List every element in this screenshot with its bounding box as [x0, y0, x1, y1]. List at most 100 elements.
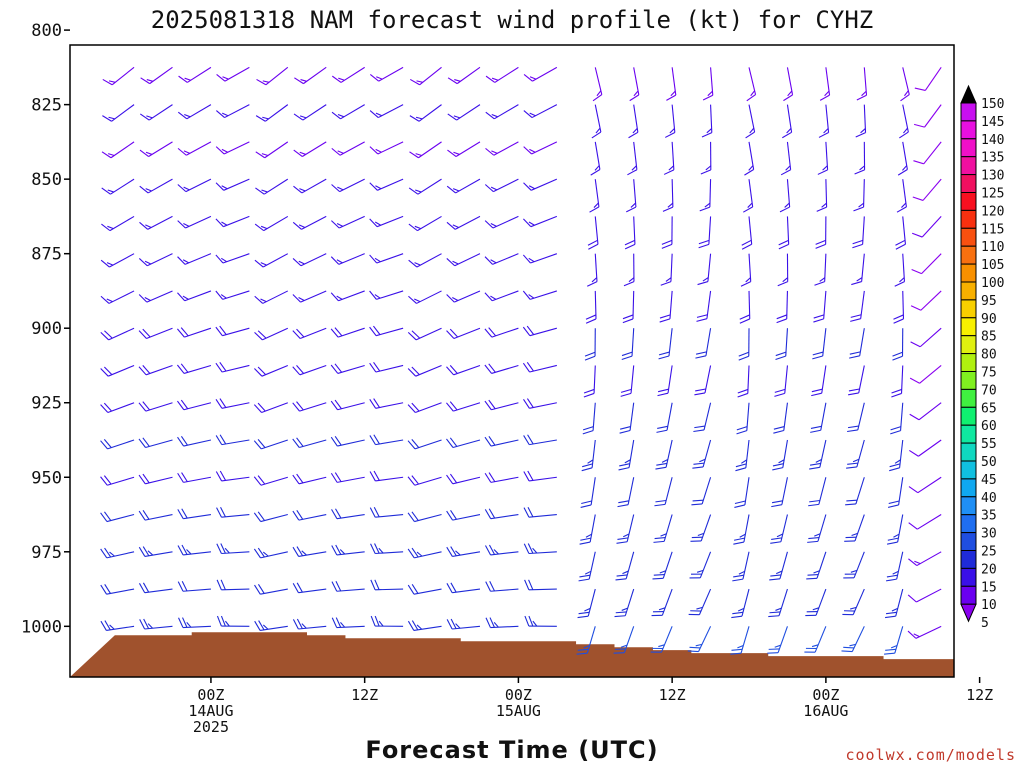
- wind-barb: [806, 551, 827, 580]
- wind-barb-feather: [177, 256, 186, 265]
- wind-barb-feather: [296, 618, 303, 629]
- wind-barb-feather: [778, 243, 789, 250]
- wind-barb-feather: [809, 499, 820, 503]
- wind-barb-staff: [817, 514, 827, 542]
- wind-barb: [139, 618, 173, 630]
- wind-barb: [697, 253, 712, 286]
- wind-barb-feather: [262, 551, 269, 557]
- wind-barb-feather: [292, 402, 300, 412]
- wind-barb-feather: [617, 504, 629, 508]
- wind-barb-feather: [374, 579, 380, 590]
- wind-barb-staff: [856, 439, 865, 468]
- wind-barb: [100, 402, 135, 414]
- wind-barb-feather: [139, 149, 149, 157]
- x-axis-label: Forecast Time (UTC): [365, 736, 658, 764]
- wind-barb-feather: [416, 624, 423, 630]
- wind-barb-feather: [411, 475, 419, 485]
- wind-barb-feather: [528, 294, 535, 299]
- wind-barb-staff: [747, 365, 750, 394]
- wind-barb-staff: [745, 439, 750, 468]
- wind-barb-feather: [580, 537, 592, 541]
- wind-barb-feather: [176, 364, 185, 374]
- wind-barb: [216, 507, 250, 518]
- wind-barb-feather: [913, 633, 920, 638]
- wind-barb-staff: [918, 439, 942, 457]
- wind-barb-feather: [775, 351, 787, 357]
- wind-barb-feather: [107, 153, 115, 157]
- wind-barb-feather: [527, 507, 534, 518]
- wind-barb-staff: [633, 141, 638, 170]
- wind-barb-feather: [907, 594, 917, 603]
- wind-barb: [884, 588, 904, 619]
- wind-barb: [892, 328, 904, 361]
- x-tick-label: 00Z: [505, 686, 532, 704]
- wind-barb: [623, 253, 635, 287]
- wind-barb-feather: [620, 392, 632, 397]
- wind-barb: [215, 178, 250, 191]
- wind-barb-feather: [848, 388, 860, 392]
- wind-barb-staff: [452, 476, 481, 485]
- wind-barb-feather: [911, 268, 922, 275]
- colorbar-cell: [960, 603, 977, 623]
- wind-barb-staff: [668, 328, 673, 357]
- wind-barb-feather: [180, 363, 189, 373]
- wind-barb-feather: [527, 470, 534, 481]
- wind-barb-feather: [145, 224, 152, 229]
- wind-barb: [736, 402, 750, 435]
- wind-barb-staff: [299, 439, 327, 449]
- wind-barb-feather: [331, 111, 341, 120]
- wind-barb-staff: [529, 290, 558, 300]
- wind-barb-feather: [378, 620, 384, 627]
- wind-barb: [253, 402, 288, 414]
- wind-barb: [139, 178, 173, 194]
- wind-barb-feather: [687, 650, 699, 653]
- wind-barb-staff: [262, 253, 289, 268]
- wind-barb: [369, 104, 404, 119]
- wind-barb-feather: [408, 223, 418, 232]
- colorbar-label: 90: [981, 312, 997, 327]
- wind-barb-feather: [100, 548, 108, 559]
- wind-barb-feather: [532, 547, 538, 554]
- wind-barb-feather: [523, 110, 533, 118]
- wind-barb-staff: [591, 439, 596, 468]
- wind-barb: [666, 67, 677, 101]
- wind-barb-feather: [450, 582, 457, 593]
- wind-barb-staff: [492, 215, 519, 229]
- wind-barb: [407, 402, 442, 414]
- wind-barb: [255, 141, 289, 159]
- x-tick-label: 2025: [193, 718, 229, 736]
- wind-barb-staff: [106, 513, 135, 523]
- wind-barb-feather: [369, 399, 377, 409]
- wind-barb-feather: [101, 151, 112, 159]
- wind-barb: [616, 514, 635, 544]
- wind-barb: [523, 141, 558, 155]
- wind-barb: [446, 401, 481, 412]
- wind-barb-staff: [107, 402, 135, 414]
- wind-barb-feather: [109, 551, 115, 557]
- wind-barb-feather: [526, 325, 535, 335]
- wind-barb: [809, 439, 827, 470]
- wind-barb-staff: [298, 588, 327, 594]
- wind-barb: [774, 365, 788, 397]
- wind-barb-feather: [847, 462, 858, 465]
- wind-barb-feather: [138, 546, 146, 557]
- wind-barb-feather: [100, 295, 110, 304]
- wind-barb: [215, 361, 250, 373]
- wind-barb-staff: [146, 290, 173, 303]
- wind-barb-feather: [579, 574, 591, 578]
- wind-barb-feather: [253, 548, 261, 559]
- wind-barb-feather: [890, 430, 901, 435]
- wind-barb: [584, 328, 596, 361]
- wind-barb: [739, 290, 751, 324]
- wind-barb: [659, 290, 673, 323]
- wind-barb-feather: [292, 294, 301, 303]
- wind-barb-staff: [897, 514, 904, 543]
- y-tick-label: 900: [31, 319, 62, 339]
- wind-barb-feather: [373, 470, 380, 481]
- wind-barb-feather: [102, 115, 112, 122]
- wind-barb-staff: [748, 216, 753, 245]
- wind-barb-feather: [215, 471, 223, 482]
- colorbar-cell: [960, 84, 977, 104]
- wind-barb-feather: [408, 259, 418, 268]
- wind-barb: [523, 215, 558, 228]
